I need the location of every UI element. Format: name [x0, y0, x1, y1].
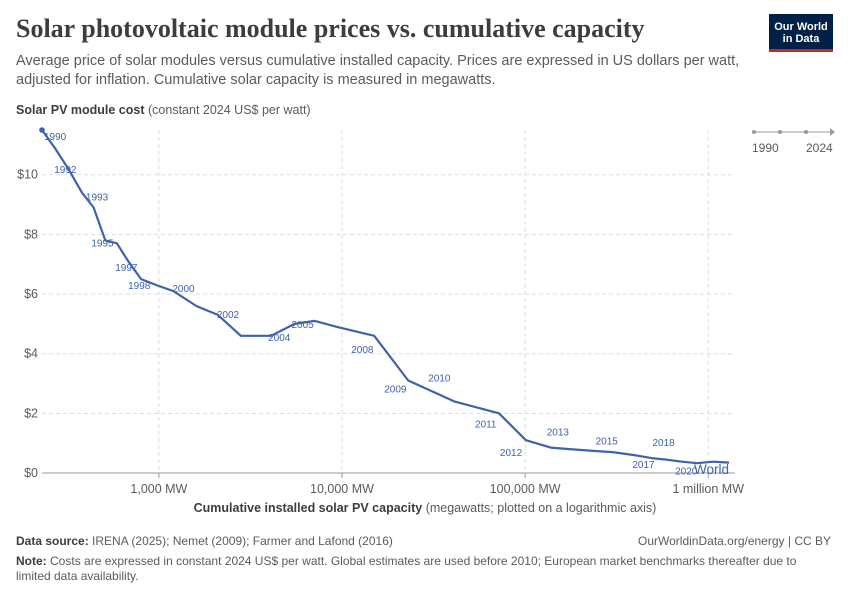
y-tick-label: $4: [24, 347, 38, 361]
logo-line-2: in Data: [782, 33, 820, 45]
chart-title: Solar photovoltaic module prices vs. cum…: [16, 14, 645, 43]
year-label: 2008: [351, 345, 374, 356]
year-label: 2009: [384, 385, 407, 396]
x-axis-title-text: Cumulative installed solar PV capacity: [193, 501, 423, 515]
year-label: 1998: [128, 281, 151, 292]
owid-logo[interactable]: Our World in Data: [769, 14, 833, 52]
note-label: Note:: [16, 554, 47, 568]
note: Note: Costs are expressed in constant 20…: [16, 554, 826, 584]
x-axis-title: Cumulative installed solar PV capacity (…: [0, 501, 850, 515]
x-tick-label: 1 million MW: [672, 482, 744, 496]
timeline-track[interactable]: [752, 124, 837, 140]
x-tick-label: 10,000 MW: [310, 482, 374, 496]
timeline-dot[interactable]: [778, 130, 782, 134]
year-label: 2015: [596, 437, 619, 448]
year-label: 2012: [500, 448, 523, 459]
credit-link[interactable]: OurWorldinData.org/energy | CC BY: [638, 534, 831, 548]
year-label: 1997: [115, 263, 138, 274]
series-label-world: World: [694, 462, 729, 477]
year-label: 2002: [217, 310, 240, 321]
timeline-start-label: 1990: [752, 141, 779, 155]
year-label: 1995: [91, 238, 114, 249]
y-tick-label: $8: [24, 227, 38, 241]
year-label: 1992: [54, 165, 77, 176]
data-source: Data source: IRENA (2025); Nemet (2009);…: [16, 534, 393, 548]
year-label: 1993: [86, 193, 109, 204]
year-label: 1990: [44, 132, 67, 143]
timeline-end-arrow-icon[interactable]: [830, 128, 835, 136]
logo-line-1: Our World: [774, 21, 828, 33]
year-label: 2020: [675, 467, 698, 478]
year-label: 2013: [547, 428, 570, 439]
y-tick-label: $10: [17, 168, 38, 182]
x-tick-label: 100,000 MW: [490, 482, 561, 496]
timeline-end-label: 2024: [806, 141, 833, 155]
source-text: IRENA (2025); Nemet (2009); Farmer and L…: [92, 534, 393, 548]
year-label: 2017: [632, 460, 655, 471]
x-tick-label: 1,000 MW: [130, 482, 187, 496]
year-label: 2004: [268, 333, 291, 344]
x-axis-unit: (megawatts; plotted on a logarithmic axi…: [425, 501, 657, 515]
y-tick-label: $6: [24, 287, 38, 301]
year-label: 2000: [172, 284, 195, 295]
y-axis-unit: (constant 2024 US$ per watt): [148, 103, 311, 117]
y-tick-label: $0: [24, 466, 38, 480]
timeline-slider[interactable]: 1990 2024: [752, 124, 837, 160]
timeline-start-handle[interactable]: [752, 130, 756, 134]
chart-subtitle: Average price of solar modules versus cu…: [16, 53, 740, 88]
year-label: 2011: [475, 419, 497, 430]
y-axis-title-text: Solar PV module cost: [16, 103, 145, 117]
y-tick-label: $2: [24, 406, 38, 420]
note-text: Costs are expressed in constant 2024 US$…: [16, 554, 797, 583]
source-label: Data source:: [16, 534, 89, 548]
series-line-world: [41, 129, 730, 465]
year-label: 2018: [653, 438, 676, 449]
data-point: [39, 127, 45, 133]
year-label: 2010: [428, 373, 451, 384]
year-label: 2005: [291, 320, 314, 331]
timeline-dot[interactable]: [804, 130, 808, 134]
y-axis-title: Solar PV module cost (constant 2024 US$ …: [16, 103, 311, 117]
